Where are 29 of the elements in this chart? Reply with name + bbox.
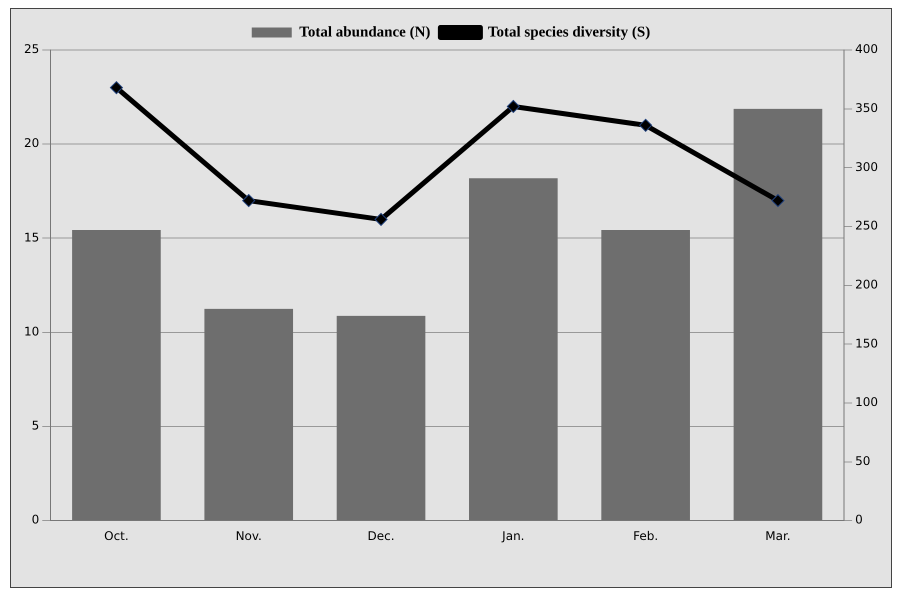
x-tick-label: Feb. <box>633 528 658 543</box>
y2-tick-label: 0 <box>855 512 863 527</box>
point <box>771 194 784 208</box>
x-tick-label: Dec. <box>368 528 395 543</box>
y2-tick-label: 350 <box>855 100 878 115</box>
y-tick-label: 10 <box>24 324 40 338</box>
y-tick-label: 0 <box>32 512 40 527</box>
point <box>639 118 652 132</box>
x-tick-label: Nov. <box>236 528 262 543</box>
point <box>110 81 123 94</box>
y2-tick-label: 150 <box>855 336 878 350</box>
x-tick-label: Jan. <box>501 528 524 543</box>
y2-tick-label: 400 <box>855 42 878 56</box>
y-tick-label: 20 <box>24 136 40 150</box>
x-tick-label: Mar. <box>765 528 791 543</box>
y-tick-label: 15 <box>24 230 40 244</box>
y2-tick-label: 300 <box>855 160 878 174</box>
point <box>242 194 256 208</box>
y2-tick-label: 250 <box>855 218 878 233</box>
y2-tick-label: 200 <box>855 277 878 292</box>
point <box>506 100 520 113</box>
legend-label: Total species diversity (S) <box>488 24 650 40</box>
point <box>374 212 388 226</box>
legend-label: Total abundance (N) <box>299 24 430 40</box>
y-tick-label: 25 <box>24 42 40 56</box>
y-tick-label: 5 <box>32 418 40 433</box>
y2-tick-label: 100 <box>855 395 878 410</box>
x-tick-label: Oct. <box>104 528 129 543</box>
y2-tick-label: 50 <box>855 454 870 468</box>
